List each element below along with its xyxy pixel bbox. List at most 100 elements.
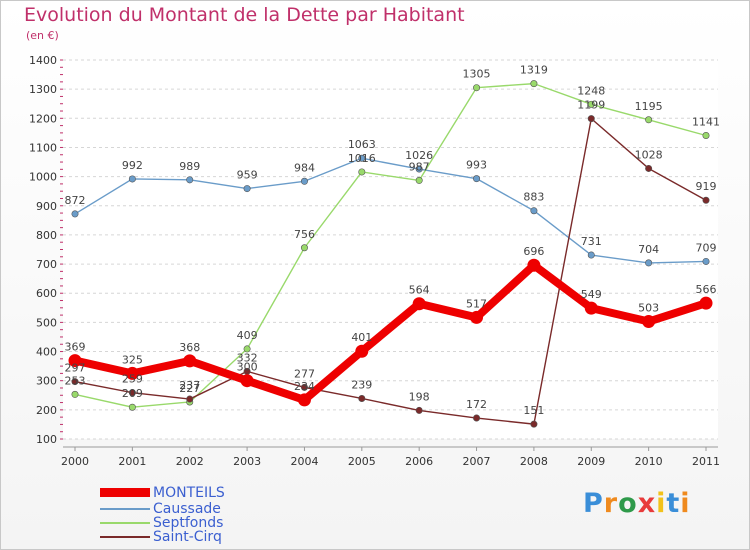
- x-tick-label: 2011: [692, 455, 720, 468]
- data-point: [125, 366, 139, 380]
- series-line-monteils: [71, 261, 710, 404]
- logo-letter: o: [618, 488, 638, 519]
- data-label: 151: [523, 404, 544, 417]
- data-label: 325: [122, 353, 143, 366]
- data-point: [645, 164, 653, 172]
- data-label: 709: [696, 241, 717, 254]
- data-point: [527, 258, 541, 272]
- data-point: [645, 116, 653, 124]
- data-label: 409: [237, 329, 258, 342]
- x-tick-label: 2002: [176, 455, 204, 468]
- x-tick-label: 2001: [118, 455, 146, 468]
- data-label: 259: [122, 373, 143, 386]
- y-tick-label: 700: [36, 258, 57, 271]
- data-label: 253: [65, 374, 86, 387]
- data-point: [530, 420, 538, 428]
- data-point: [183, 354, 197, 368]
- data-point: [587, 100, 595, 108]
- data-point: [358, 394, 366, 402]
- data-label: 1028: [635, 148, 663, 161]
- data-point: [587, 115, 595, 123]
- data-point: [128, 389, 136, 397]
- data-label: 1195: [635, 100, 663, 113]
- data-label: 566: [696, 283, 717, 296]
- logo-letter: r: [603, 488, 619, 519]
- data-label: 401: [351, 331, 372, 344]
- legend-swatch-saint-cirq: [100, 535, 150, 538]
- y-tick-label: 900: [36, 200, 57, 213]
- data-point: [355, 344, 369, 358]
- y-tick-label: 200: [36, 404, 57, 417]
- data-label: 198: [409, 390, 430, 403]
- y-tick-label: 100: [36, 433, 57, 446]
- data-point: [415, 165, 423, 173]
- logo-letter: P: [583, 488, 604, 519]
- data-label: 1026: [405, 149, 433, 162]
- data-label: 989: [179, 160, 200, 173]
- data-label: 300: [237, 361, 258, 374]
- logo-letter: i: [656, 488, 667, 519]
- data-point: [358, 168, 366, 176]
- data-point: [186, 395, 194, 403]
- data-label: 872: [65, 194, 86, 207]
- logo-letter: t: [666, 488, 681, 519]
- data-label: 503: [638, 302, 659, 315]
- data-label: 234: [294, 380, 315, 393]
- legend-label-monteils: MONTEILS: [153, 484, 225, 501]
- data-point: [186, 176, 194, 184]
- logo-letter: i: [680, 488, 691, 519]
- data-label: 731: [581, 235, 602, 248]
- y-tick-label: 1300: [29, 83, 57, 96]
- data-point: [587, 251, 595, 259]
- data-label: 1248: [577, 84, 605, 97]
- data-point: [300, 177, 308, 185]
- plot-area: [63, 60, 718, 439]
- data-point: [128, 175, 136, 183]
- data-point: [530, 80, 538, 88]
- data-label: 696: [523, 245, 544, 258]
- data-label: 368: [179, 341, 200, 354]
- data-label: 1016: [348, 152, 376, 165]
- data-label: 517: [466, 297, 487, 310]
- data-label: 297: [65, 362, 86, 375]
- y-tick-label: 800: [36, 229, 57, 242]
- legend-label-caussade: Caussade: [153, 500, 221, 517]
- data-label: 1305: [463, 68, 491, 81]
- legend-label-saint-cirq: Saint-Cirq: [153, 528, 222, 545]
- data-label: 369: [65, 341, 86, 354]
- data-label: 564: [409, 284, 430, 297]
- data-label: 172: [466, 398, 487, 411]
- y-tick-label: 1100: [29, 141, 57, 154]
- data-label: 704: [638, 243, 659, 256]
- x-tick-label: 2000: [61, 455, 89, 468]
- data-point: [415, 176, 423, 184]
- x-tick-label: 2005: [348, 455, 376, 468]
- data-label: 549: [581, 288, 602, 301]
- series-line-caussade: [74, 157, 707, 264]
- legend-swatch-caussade: [100, 507, 150, 510]
- x-tick-label: 2006: [405, 455, 433, 468]
- data-point: [702, 196, 710, 204]
- y-tick-label: 1400: [29, 54, 57, 67]
- data-point: [243, 185, 251, 193]
- data-point: [128, 403, 136, 411]
- data-label: 227: [179, 382, 200, 395]
- data-point: [300, 383, 308, 391]
- y-tick-label: 400: [36, 346, 57, 359]
- y-tick-label: 300: [36, 375, 57, 388]
- x-tick-label: 2009: [577, 455, 605, 468]
- data-label: 992: [122, 159, 143, 172]
- data-label: 1063: [348, 138, 376, 151]
- data-point: [584, 301, 598, 315]
- y-tick-label: 600: [36, 287, 57, 300]
- data-point: [415, 406, 423, 414]
- data-label: 883: [523, 191, 544, 204]
- data-label: 277: [294, 367, 315, 380]
- x-tick-label: 2007: [463, 455, 491, 468]
- data-label: 987: [409, 160, 430, 173]
- data-point: [243, 345, 251, 353]
- data-point: [71, 378, 79, 386]
- data-point: [473, 175, 481, 183]
- x-tick-label: 2004: [290, 455, 318, 468]
